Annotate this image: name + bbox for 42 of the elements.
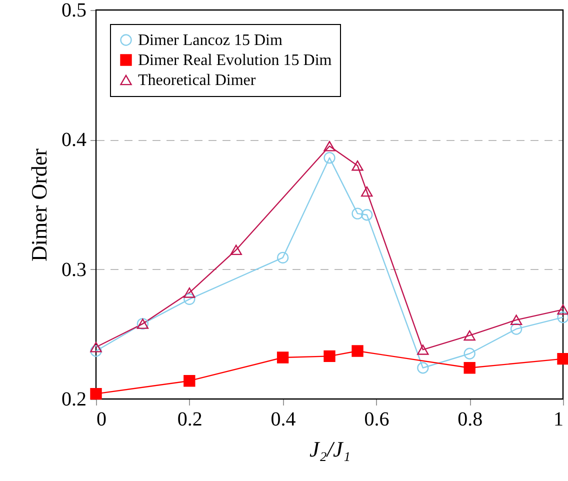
point [90, 388, 102, 400]
x-tick-label: 0.6 [364, 408, 390, 430]
point [361, 186, 373, 197]
x-tick-label: 0 [96, 408, 106, 430]
point [276, 252, 289, 264]
point [464, 362, 476, 374]
point [417, 362, 429, 374]
point [557, 304, 568, 315]
point [557, 311, 568, 324]
y-tick-label: 0.5 [62, 0, 86, 22]
point [510, 314, 522, 326]
point [184, 293, 196, 305]
point [352, 160, 364, 171]
y-tick-label: 0.2 [62, 388, 86, 410]
legend-label: Theoretical Dimer [138, 72, 256, 89]
point [417, 344, 429, 355]
point [324, 152, 336, 164]
point [352, 208, 364, 220]
point [184, 375, 196, 387]
point [276, 352, 289, 364]
point [324, 141, 336, 152]
x-tick-label: 0.2 [177, 408, 202, 430]
point [361, 209, 373, 221]
point [464, 330, 476, 341]
y-tick-label: 0.3 [62, 258, 86, 281]
point [352, 345, 364, 357]
point [324, 350, 336, 362]
x-tick-label: 1 [554, 408, 564, 430]
x-axis-title: J₂/J₁ [310, 436, 350, 462]
point [510, 323, 522, 335]
point [90, 345, 102, 357]
x-tick-label: 0.4 [270, 408, 296, 430]
y-axis-title: Dimer Order [26, 148, 52, 262]
point [464, 348, 476, 360]
point [230, 244, 242, 256]
legend-label: Dimer Real Evolution 15 Dim [138, 52, 332, 69]
legend-label: Dimer Lancoz 15 Dim [138, 32, 283, 49]
x-tick-label: 0.8 [458, 408, 483, 430]
point [557, 352, 568, 365]
y-tick-label: 0.4 [62, 129, 86, 152]
point [184, 288, 196, 298]
point [90, 342, 102, 352]
